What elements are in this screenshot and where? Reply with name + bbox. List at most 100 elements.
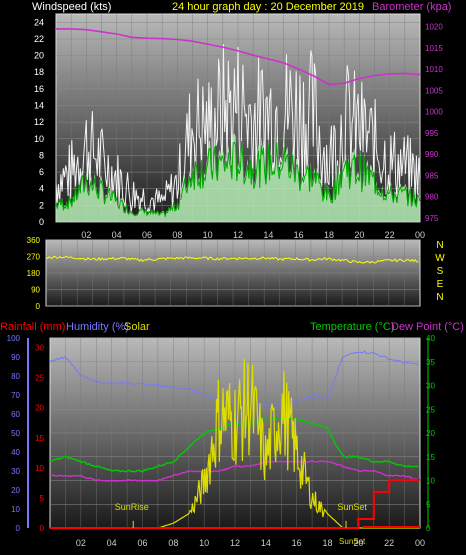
x-tick-label: 04	[112, 230, 122, 240]
windspeed-tick-label: 14	[34, 101, 44, 111]
humidity-series	[49, 350, 419, 408]
humidity-tick-label: 30	[11, 467, 20, 476]
rainfall-tick-label: 20	[35, 404, 44, 413]
windspeed-tick-label: 20	[34, 51, 44, 61]
rainfall-axis-title: Rainfall (mm)	[0, 321, 65, 333]
humidity-tick-label: 0	[16, 524, 21, 533]
x-tick-label: 10	[199, 538, 209, 548]
compass-label: N	[436, 292, 443, 303]
compass-label: N	[436, 240, 443, 251]
temperature-tick-label: 15	[426, 453, 435, 462]
windspeed-axis-title: Windspeed (kts)	[32, 1, 111, 13]
x-tick-label: 20	[354, 230, 364, 240]
barometer-tick-label: 1020	[425, 23, 443, 32]
barometer-tick-label: 995	[425, 129, 439, 138]
temperature-tick-label: 10	[426, 477, 435, 486]
compass-label: E	[437, 279, 444, 290]
graph-title: 24 hour graph day : 20 December 2019	[172, 1, 364, 13]
direction-tick-label: 0	[36, 302, 41, 311]
windspeed-tick-label: 2	[39, 200, 44, 210]
dewpoint-series	[49, 460, 419, 482]
humidity-tick-label: 90	[11, 353, 20, 362]
x-tick-label: 08	[168, 538, 178, 548]
x-tick-label: 14	[261, 538, 271, 548]
temperature-tick-label: 40	[426, 334, 435, 343]
x-tick-label: 08	[172, 230, 182, 240]
humidity-axis-title: Humidity (%)	[66, 321, 129, 333]
humidity-tick-label: 80	[11, 372, 20, 381]
rainfall-tick-label: 5	[40, 494, 45, 503]
barometer-tick-label: 1010	[425, 65, 443, 74]
barometer-tick-label: 1005	[425, 86, 443, 95]
x-tick-label: 16	[294, 230, 304, 240]
windspeed-tick-label: 0	[39, 217, 44, 227]
rainfall-tick-label: 0	[40, 524, 45, 533]
x-tick-label: 22	[384, 538, 394, 548]
barometer-series	[56, 28, 421, 86]
humidity-tick-label: 100	[7, 334, 21, 343]
x-tick-label: 02	[81, 230, 91, 240]
x-tick-label: 10	[203, 230, 213, 240]
sunset-axis-label: SunSet	[339, 537, 366, 546]
humidity-tick-label: 10	[11, 505, 20, 514]
windspeed-tick-label: 16	[34, 84, 44, 94]
windspeed-tick-label: 8	[39, 150, 44, 160]
x-tick-label: 16	[292, 538, 302, 548]
rainfall-tick-label: 10	[35, 464, 44, 473]
compass-label: S	[437, 266, 444, 277]
temperature-tick-label: 30	[426, 382, 435, 391]
x-tick-label: 22	[385, 230, 395, 240]
windspeed-tick-label: 18	[34, 67, 44, 77]
rainfall-tick-label: 15	[35, 434, 44, 443]
windspeed-tick-label: 10	[34, 134, 44, 144]
sunset-label: SunSet	[337, 502, 367, 512]
x-tick-label: 06	[142, 230, 152, 240]
x-tick-label: 18	[322, 538, 332, 548]
x-tick-label: 00	[415, 230, 425, 240]
x-tick-label: 18	[324, 230, 334, 240]
temperature-tick-label: 35	[426, 358, 435, 367]
x-tick-label: 12	[233, 230, 243, 240]
windspeed-tick-label: 12	[34, 117, 44, 127]
humidity-tick-label: 60	[11, 410, 20, 419]
barometer-axis-title: Barometer (kpa)	[372, 1, 451, 13]
x-tick-label: 12	[230, 538, 240, 548]
rainfall-series	[50, 478, 420, 529]
windspeed-average-series	[55, 140, 421, 218]
x-tick-label: 02	[76, 538, 86, 548]
compass-label: W	[435, 253, 445, 264]
x-tick-label: 00	[415, 538, 425, 548]
x-tick-label: 20	[353, 538, 363, 548]
direction-tick-label: 180	[27, 269, 41, 278]
windspeed-tick-label: 24	[34, 17, 44, 27]
barometer-tick-label: 1015	[425, 44, 443, 53]
barometer-tick-label: 975	[425, 214, 439, 223]
barometer-tick-label: 1000	[425, 108, 443, 117]
temperature-tick-label: 0	[426, 524, 431, 533]
x-tick-label: 06	[137, 538, 147, 548]
windspeed-tick-label: 6	[39, 167, 44, 177]
barometer-tick-label: 990	[425, 150, 439, 159]
sunrise-label: SunRise	[115, 502, 149, 512]
humidity-tick-label: 70	[11, 391, 20, 400]
rainfall-tick-label: 30	[35, 344, 44, 353]
humidity-tick-label: 40	[11, 448, 20, 457]
wind-direction-series	[45, 255, 419, 264]
rainfall-tick-label: 25	[35, 374, 44, 383]
x-tick-label: 14	[263, 230, 273, 240]
solar-axis-title: Solar	[124, 321, 150, 333]
direction-tick-label: 360	[27, 236, 41, 245]
barometer-tick-label: 985	[425, 171, 439, 180]
temperature-tick-label: 20	[426, 429, 435, 438]
x-tick-label: 04	[107, 538, 117, 548]
windspeed-tick-label: 22	[34, 34, 44, 44]
humidity-tick-label: 20	[11, 486, 20, 495]
windspeed-average-fill	[56, 132, 420, 222]
direction-tick-label: 90	[31, 286, 40, 295]
dewpoint-axis-title: Dew Point (°C)	[391, 321, 464, 333]
temperature-axis-title: Temperature (°C)	[310, 321, 394, 333]
windspeed-tick-label: 4	[39, 184, 44, 194]
temperature-tick-label: 25	[426, 405, 435, 414]
barometer-tick-label: 980	[425, 193, 439, 202]
